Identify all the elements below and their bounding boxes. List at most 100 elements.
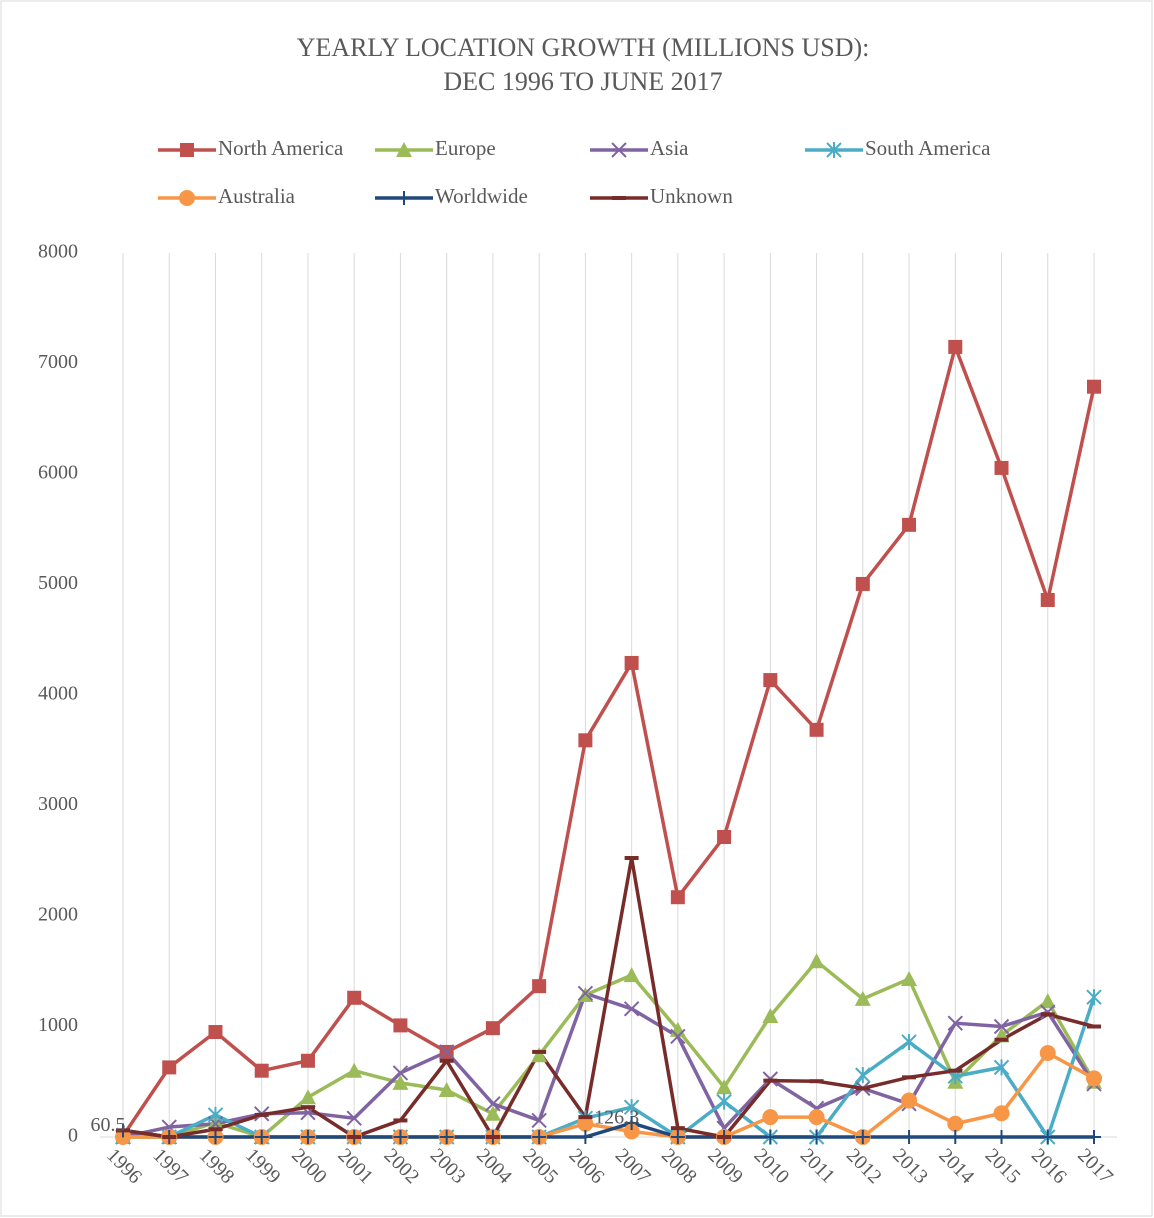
data-point bbox=[346, 1110, 362, 1126]
data-point bbox=[993, 1105, 1010, 1122]
series-line bbox=[122, 1121, 1094, 1139]
data-point bbox=[763, 1130, 778, 1144]
data-point bbox=[624, 655, 639, 670]
data-point bbox=[993, 1018, 1010, 1035]
data-point bbox=[577, 1115, 594, 1132]
data-point bbox=[532, 1130, 547, 1144]
data-point bbox=[947, 1015, 963, 1031]
data-point bbox=[716, 1079, 733, 1095]
data-point bbox=[902, 517, 917, 532]
y-tick-label: 4000 bbox=[38, 683, 78, 705]
data-point bbox=[624, 1116, 639, 1131]
y-tick-label: 8000 bbox=[38, 241, 78, 263]
data-point bbox=[1086, 1070, 1102, 1087]
y-tick-label: 0 bbox=[68, 1125, 78, 1147]
data-point bbox=[1040, 1004, 1056, 1020]
data-point bbox=[716, 1093, 732, 1110]
data-point bbox=[623, 1123, 640, 1140]
data-point bbox=[670, 1130, 685, 1144]
data-point bbox=[623, 967, 640, 983]
data-point bbox=[808, 953, 825, 969]
data-point bbox=[393, 1018, 408, 1033]
data-point bbox=[808, 1109, 825, 1126]
data-point bbox=[901, 1092, 918, 1109]
data-label: 60.5 bbox=[91, 1114, 126, 1136]
data-point bbox=[1039, 1045, 1056, 1062]
chart-title: DEC 1996 TO JUNE 2017 bbox=[443, 67, 722, 96]
data-point bbox=[208, 1130, 223, 1144]
data-point bbox=[901, 1033, 917, 1050]
data-point bbox=[207, 1106, 224, 1123]
legend-marker bbox=[179, 190, 195, 206]
data-point bbox=[531, 1112, 547, 1129]
legend-marker bbox=[397, 191, 411, 205]
data-point bbox=[623, 1001, 640, 1017]
data-point bbox=[948, 1130, 963, 1144]
data-point bbox=[392, 1065, 409, 1081]
data-point bbox=[854, 990, 871, 1006]
legend-label: Unknown bbox=[650, 184, 733, 208]
data-point bbox=[532, 979, 547, 994]
data-point bbox=[994, 1130, 1009, 1144]
data-point bbox=[855, 1130, 870, 1144]
data-point bbox=[623, 1099, 640, 1116]
data-point bbox=[901, 970, 918, 986]
data-point bbox=[994, 460, 1009, 475]
data-label: 126.3 bbox=[594, 1107, 639, 1129]
data-point bbox=[670, 1028, 686, 1045]
data-point bbox=[392, 1074, 409, 1090]
data-point bbox=[531, 1047, 548, 1063]
y-tick-label: 7000 bbox=[38, 351, 78, 373]
data-point bbox=[438, 1082, 455, 1098]
y-tick-label: 2000 bbox=[38, 904, 78, 926]
data-point bbox=[254, 1130, 269, 1144]
data-point bbox=[484, 1105, 501, 1121]
legend-label: Australia bbox=[218, 184, 296, 208]
legend-label: North America bbox=[218, 136, 344, 160]
y-tick-label: 5000 bbox=[38, 572, 78, 594]
data-point bbox=[578, 1130, 593, 1144]
data-point bbox=[1087, 1130, 1101, 1144]
legend-marker bbox=[180, 143, 194, 157]
data-point bbox=[763, 673, 778, 688]
data-point bbox=[948, 339, 963, 354]
legend-marker bbox=[611, 142, 627, 158]
data-point bbox=[347, 990, 362, 1005]
data-point bbox=[762, 1109, 779, 1126]
data-point bbox=[439, 1130, 454, 1144]
data-point bbox=[578, 733, 593, 748]
data-point bbox=[300, 1053, 315, 1068]
data-point bbox=[1040, 1130, 1055, 1144]
data-point bbox=[393, 1130, 408, 1144]
legend-label: South America bbox=[865, 136, 991, 160]
data-point bbox=[855, 576, 870, 591]
y-tick-label: 1000 bbox=[38, 1014, 78, 1036]
data-point bbox=[162, 1060, 177, 1075]
data-point bbox=[855, 1067, 871, 1084]
series-line bbox=[122, 991, 1096, 1139]
data-point bbox=[1087, 379, 1101, 394]
legend-marker bbox=[396, 142, 412, 157]
data-point bbox=[208, 1025, 223, 1040]
data-point bbox=[299, 1089, 316, 1105]
series-line bbox=[122, 856, 1095, 1139]
data-point bbox=[1086, 989, 1102, 1006]
data-point bbox=[1039, 993, 1056, 1009]
data-point bbox=[346, 1062, 363, 1078]
legend-label: Europe bbox=[435, 136, 496, 160]
data-point bbox=[254, 1063, 269, 1078]
data-point bbox=[485, 1021, 500, 1036]
y-tick-label: 6000 bbox=[38, 462, 78, 484]
data-point bbox=[1040, 592, 1055, 607]
data-point bbox=[947, 1115, 964, 1132]
legend-label: Worldwide bbox=[435, 184, 528, 208]
data-point bbox=[670, 890, 685, 905]
data-point bbox=[577, 985, 594, 1002]
chart-title: YEARLY LOCATION GROWTH (MILLIONS USD): bbox=[297, 33, 870, 62]
data-point bbox=[762, 1008, 779, 1024]
data-point bbox=[717, 829, 732, 844]
y-tick-label: 3000 bbox=[38, 793, 78, 815]
data-point bbox=[809, 722, 824, 737]
data-point bbox=[300, 1130, 315, 1144]
